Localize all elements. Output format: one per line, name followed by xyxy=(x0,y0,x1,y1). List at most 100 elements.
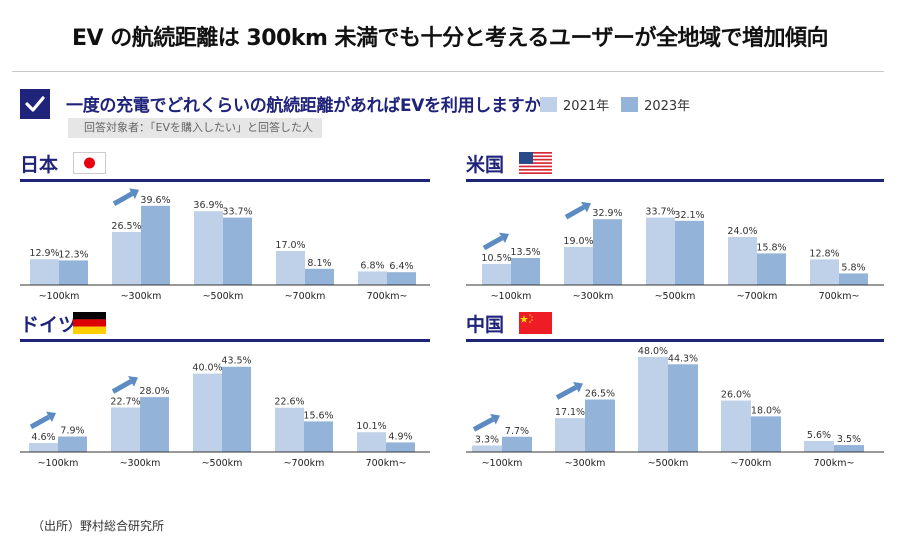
data-label: 28.0% xyxy=(139,386,169,397)
germany-flag-icon xyxy=(73,312,106,334)
bar-2023 xyxy=(58,436,87,452)
data-label: 12.9% xyxy=(29,248,59,259)
chart-panel-japan: 日本 12.9% 12.3% ~100km 26.5% 39.6% ~300km 36.9%… xyxy=(20,150,438,302)
page-title: EV の航続距離は 300km 未満でも十分と考えるユーザーが全地域で増加傾向 xyxy=(72,26,828,51)
chart-panel-china: 中国 3.3% 7.7% ~100km 17.1% 26.5% ~300km 48.0% 44… xyxy=(466,310,884,469)
x-tick-label: ~100km xyxy=(482,458,523,469)
bar-2021 xyxy=(472,445,502,452)
bar-2021 xyxy=(275,407,304,452)
data-label: 12.8% xyxy=(809,248,839,259)
data-label: 18.0% xyxy=(751,405,781,416)
x-tick-label: ~700km xyxy=(285,291,326,302)
data-label: 4.9% xyxy=(388,431,412,442)
bar-2023 xyxy=(222,366,251,452)
x-tick-label: ~500km xyxy=(648,458,689,469)
source-note: （出所）野村総合研究所 xyxy=(32,519,165,533)
bar-2021 xyxy=(555,418,585,452)
data-label: 4.6% xyxy=(31,432,55,443)
bar-2021 xyxy=(276,251,305,285)
data-label: 32.9% xyxy=(592,208,622,219)
data-label: 48.0% xyxy=(638,346,668,357)
bar-2023 xyxy=(839,273,868,285)
data-label: 3.3% xyxy=(475,434,499,445)
japan-flag-icon xyxy=(73,152,106,174)
usa-flag-icon xyxy=(519,152,552,174)
legend-label-2023: 2023年 xyxy=(644,99,691,114)
increase-arrow-icon xyxy=(111,376,138,394)
bar-2023 xyxy=(511,258,540,285)
data-label: 6.8% xyxy=(360,260,384,271)
bar-2023 xyxy=(140,397,169,452)
x-tick-label: 700km~ xyxy=(367,291,408,302)
panel-underline xyxy=(466,179,884,182)
increase-arrow-icon xyxy=(472,413,500,432)
x-tick-label: ~500km xyxy=(655,291,696,302)
data-label: 15.8% xyxy=(756,242,786,253)
data-label: 12.3% xyxy=(58,249,88,260)
bar-2021 xyxy=(111,407,140,452)
increase-arrow-icon xyxy=(112,188,139,206)
data-label: 3.5% xyxy=(837,434,861,445)
bar-2023 xyxy=(386,442,415,452)
panel-underline xyxy=(466,339,884,342)
x-tick-label: ~500km xyxy=(203,291,244,302)
data-label: 17.1% xyxy=(555,407,585,418)
bar-2023 xyxy=(223,217,252,285)
x-tick-label: ~700km xyxy=(284,458,325,469)
data-label: 10.5% xyxy=(481,253,511,264)
chart-panel-germany: ドイツ 4.6% 7.9% ~100km 22.7% 28.0% ~300km 40.0% 4… xyxy=(20,310,438,469)
bar-2023 xyxy=(668,364,698,452)
bar-2021 xyxy=(804,440,834,452)
data-label: 22.6% xyxy=(274,397,304,408)
panel-underline xyxy=(20,339,430,342)
x-tick-label: ~700km xyxy=(731,458,772,469)
data-label: 40.0% xyxy=(192,363,222,374)
legend: 2021年 2023年 xyxy=(540,95,702,114)
data-label: 33.7% xyxy=(222,207,252,218)
data-label: 10.1% xyxy=(356,421,386,432)
bar-2023 xyxy=(59,260,88,285)
bar-2023 xyxy=(585,399,615,452)
x-tick-label: ~300km xyxy=(565,458,606,469)
x-tick-label: ~100km xyxy=(39,291,80,302)
data-label: 7.7% xyxy=(505,426,529,437)
x-tick-label: ~100km xyxy=(491,291,532,302)
bar-chart-japan: 12.9%12.3% ~100km 26.5% 39.6% ~300km 36.9%33.… xyxy=(20,188,430,302)
bar-2021 xyxy=(482,264,511,285)
bar-2023 xyxy=(304,421,333,452)
bar-2023 xyxy=(387,272,416,285)
legend-label-2021: 2021年 xyxy=(563,99,610,114)
data-label: 26.5% xyxy=(111,221,141,232)
legend-item-2023: 2023年 xyxy=(621,95,690,114)
data-label: 17.0% xyxy=(275,240,305,251)
bar-2023 xyxy=(593,219,622,285)
bar-2023 xyxy=(141,205,170,285)
data-label: 26.0% xyxy=(721,390,751,401)
bar-2021 xyxy=(30,259,59,285)
bar-2021 xyxy=(112,232,141,285)
bar-chart-germany: 4.6% 7.9% ~100km 22.7%28.0% ~300km 40.0%43.5%… xyxy=(20,356,430,469)
checkbox-icon xyxy=(20,89,50,119)
increase-arrow-icon xyxy=(564,201,591,220)
bar-2023 xyxy=(757,253,786,285)
panel-title: 米国 xyxy=(466,154,505,176)
data-label: 26.5% xyxy=(585,389,615,400)
bar-2021 xyxy=(29,442,58,452)
data-label: 39.6% xyxy=(140,195,170,206)
legend-swatch-2023 xyxy=(621,97,639,112)
data-label: 24.0% xyxy=(727,226,757,237)
panel-title: 日本 xyxy=(20,154,59,176)
bar-2023 xyxy=(305,268,334,285)
survey-question: 一度の充電でどれくらいの航続距離があればEVを利用しますか？ xyxy=(66,96,558,116)
x-tick-label: ~300km xyxy=(120,458,161,469)
data-label: 22.7% xyxy=(110,397,140,408)
bar-2021 xyxy=(646,217,675,285)
x-tick-label: 700km~ xyxy=(366,458,407,469)
data-label: 5.6% xyxy=(807,430,831,441)
bar-2023 xyxy=(502,436,532,452)
x-tick-label: ~500km xyxy=(202,458,243,469)
legend-item-2021: 2021年 xyxy=(540,95,609,114)
bar-2021 xyxy=(357,432,386,452)
data-label: 33.7% xyxy=(645,207,675,218)
data-label: 32.1% xyxy=(674,210,704,221)
